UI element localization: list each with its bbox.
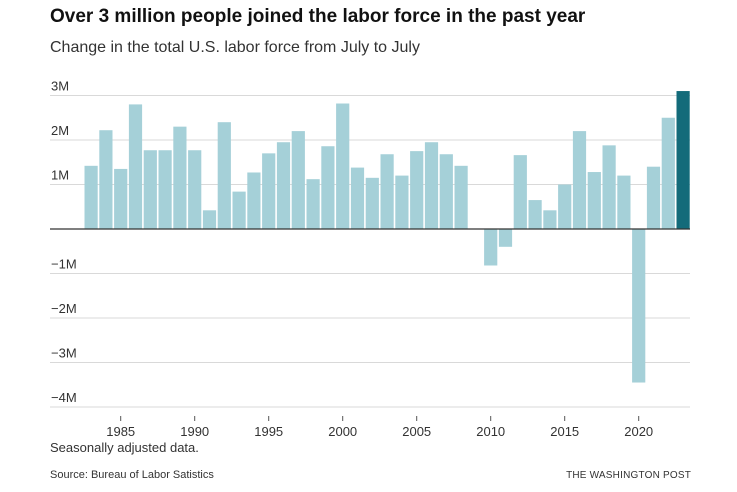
bar-2008 (454, 165, 468, 229)
x-tick-label: 2015 (550, 424, 579, 439)
source-line: Source: Bureau of Labor Satistics (50, 469, 214, 481)
y-axis-labels: 3M 2M 1M −1M −2M −3M −4M (51, 79, 77, 406)
publisher-credit: THE WASHINGTON POST (566, 470, 691, 481)
bar-2005 (410, 151, 424, 229)
bar-2002 (365, 177, 379, 229)
bar-1997 (291, 131, 305, 229)
y-tick-label: −1M (51, 257, 77, 272)
y-tick-label: −4M (51, 390, 77, 405)
bar-1984 (99, 130, 113, 229)
y-tick-label: −2M (51, 301, 77, 316)
bar-2020 (632, 229, 646, 383)
x-tick-label: 1995 (254, 424, 283, 439)
bar-2023 (676, 91, 690, 229)
bar-2012 (513, 155, 527, 229)
bar-1989 (173, 126, 187, 229)
bar-1995 (262, 153, 276, 229)
bar-2014 (543, 210, 557, 229)
x-tick-label: 2005 (402, 424, 431, 439)
bar-1983 (84, 165, 98, 229)
x-tick-label: 1985 (106, 424, 135, 439)
bar-1990 (188, 150, 202, 229)
bar-1999 (321, 146, 335, 229)
bars (50, 91, 690, 383)
bar-2003 (380, 154, 394, 229)
bar-1986 (128, 104, 143, 229)
bar-2015 (558, 184, 572, 229)
bar-2004 (395, 175, 409, 229)
bar-2018 (602, 145, 616, 229)
bar-1987 (143, 150, 157, 229)
bar-2019 (617, 175, 631, 229)
bar-1993 (232, 191, 246, 229)
bar-2007 (439, 154, 453, 229)
bar-2013 (528, 200, 542, 229)
bar-1992 (217, 122, 231, 229)
y-tick-label: 1M (51, 168, 69, 183)
bar-1998 (306, 179, 320, 229)
bar-2016 (572, 131, 587, 229)
bar-2001 (350, 167, 365, 229)
bar-2011 (498, 229, 513, 247)
y-tick-label: 2M (51, 123, 69, 138)
chart-title: Over 3 million people joined the labor f… (50, 6, 586, 27)
bar-2010 (484, 229, 498, 266)
x-tick-label: 1990 (180, 424, 209, 439)
bar-2000 (336, 103, 350, 229)
bar-2022 (661, 117, 675, 229)
bar-2021 (646, 166, 661, 229)
x-axis-labels: 1985 1990 1995 2000 2005 2010 2015 2020 (106, 416, 653, 439)
bar-1991 (202, 210, 217, 229)
x-tick-label: 2020 (624, 424, 653, 439)
x-tick-label: 2010 (476, 424, 505, 439)
bar-1996 (276, 142, 291, 229)
footnote: Seasonally adjusted data. (50, 440, 199, 455)
y-tick-label: −3M (51, 346, 77, 361)
bar-2017 (587, 172, 601, 229)
x-tick-label: 2000 (328, 424, 357, 439)
gridlines (50, 95, 690, 408)
bar-2006 (424, 142, 439, 229)
bar-1985 (114, 168, 128, 229)
y-tick-label: 3M (51, 79, 69, 94)
bar-1988 (158, 150, 172, 229)
bar-1994 (247, 172, 261, 229)
chart-subtitle: Change in the total U.S. labor force fro… (50, 39, 420, 56)
